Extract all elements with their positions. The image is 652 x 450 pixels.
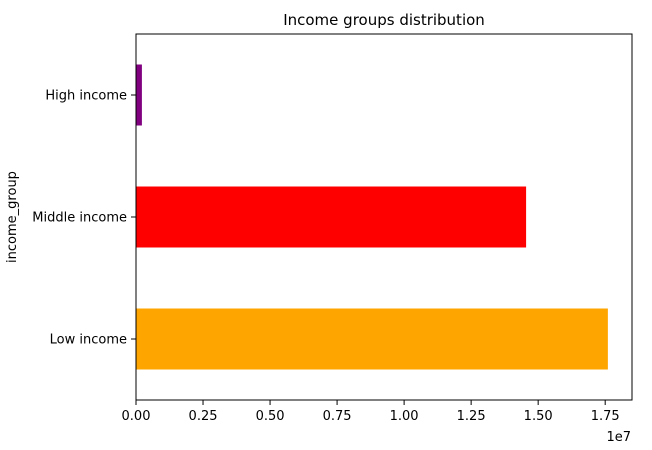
x-tick-group: 0.00 0.25 0.50 0.75 1.00 1.25 1.50 1.75 — [122, 400, 620, 424]
x-tick-label: 1.75 — [591, 409, 620, 424]
x-tick-label: 0.50 — [256, 409, 285, 424]
x-tick-label: 0.75 — [323, 409, 352, 424]
x-offset-label: 1e7 — [606, 430, 631, 445]
bar-high-income — [136, 64, 142, 126]
x-tick-label: 1.50 — [524, 409, 553, 424]
chart-title: Income groups distribution — [283, 11, 485, 29]
x-tick-label: 1.00 — [390, 409, 419, 424]
bar-middle-income — [136, 186, 527, 248]
y-tick-label-low-income: Low income — [50, 333, 127, 348]
y-axis-label: income_group — [5, 171, 20, 263]
y-tick-label-high-income: High income — [45, 89, 127, 104]
x-tick-label: 0.25 — [189, 409, 218, 424]
y-tick-group: Low income Middle income High income — [32, 89, 136, 348]
y-tick-label-middle-income: Middle income — [32, 211, 127, 226]
bars-group — [136, 64, 608, 370]
x-tick-label: 0.00 — [122, 409, 151, 424]
plot-frame — [135, 33, 633, 401]
bar-low-income — [136, 308, 608, 370]
x-tick-label: 1.25 — [457, 409, 486, 424]
